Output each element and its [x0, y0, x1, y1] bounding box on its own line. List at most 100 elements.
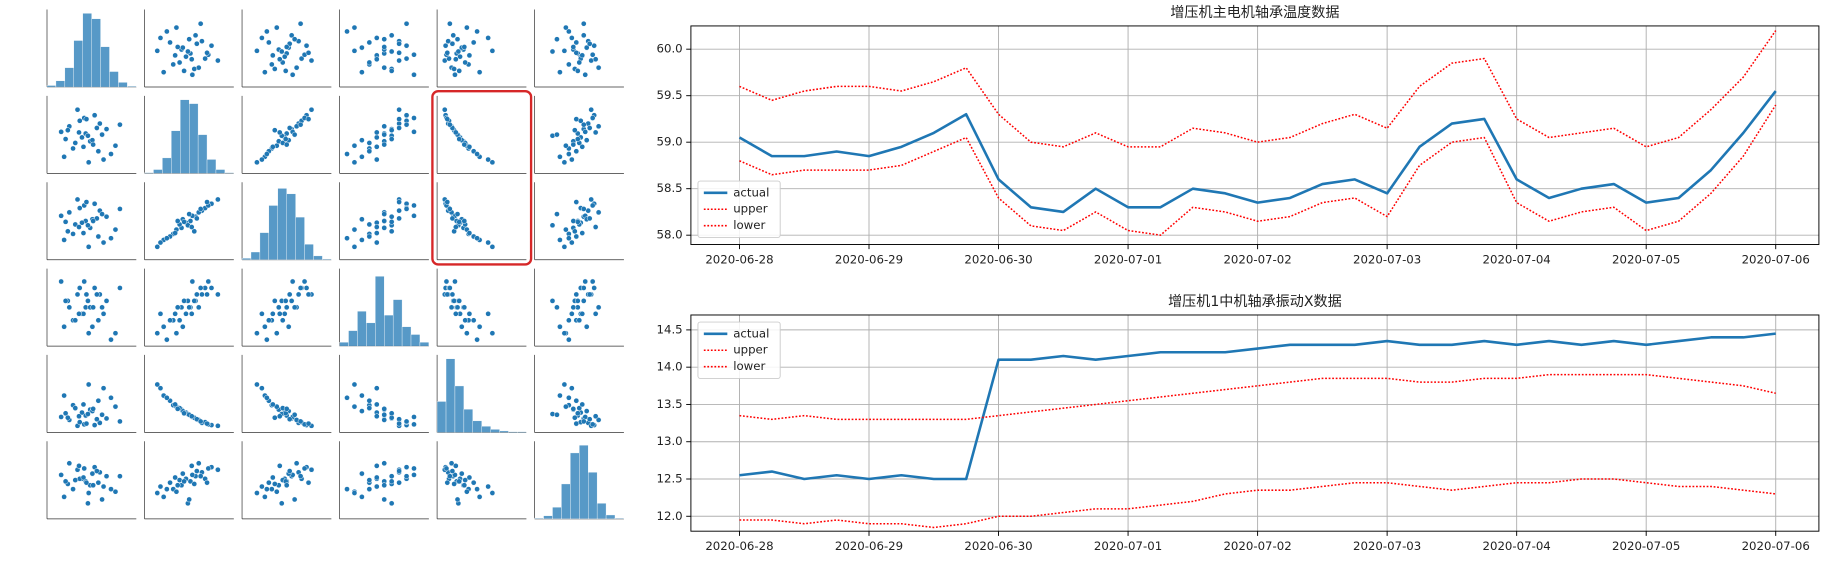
scatter-point [583, 408, 590, 414]
scatter-point [215, 291, 221, 298]
scatter-point [446, 55, 452, 62]
scatter-point [271, 481, 278, 487]
scatter-point [592, 224, 599, 230]
histogram-bar [304, 244, 314, 260]
scatter-point [373, 56, 380, 63]
scatter-point [273, 488, 280, 495]
histogram-bar [579, 445, 589, 520]
scatter-point [373, 239, 380, 246]
scatter-point [563, 24, 569, 31]
scatter-point [570, 141, 577, 148]
scatter-point [586, 215, 593, 222]
scatter-point [271, 414, 278, 421]
scatter-point [381, 406, 388, 412]
scatter-point [557, 237, 563, 243]
scatter-point [589, 202, 596, 209]
x-tick-label: 2020-07-02 [1223, 539, 1291, 553]
scatter-point [174, 304, 181, 311]
scatter-point [269, 52, 276, 59]
scatter-point [411, 212, 417, 219]
scatter-point [461, 218, 468, 224]
scatter-point [90, 482, 96, 489]
histogram-bar [313, 255, 323, 260]
scatter-point [403, 206, 410, 212]
scatter-point [194, 215, 200, 222]
scatter-point [411, 51, 417, 58]
histogram-bar [268, 205, 278, 260]
scatter-point [571, 127, 578, 134]
scatter-point [359, 69, 365, 75]
scatter-point [269, 474, 276, 481]
scatter-point [411, 414, 417, 420]
scatter-point [449, 291, 456, 298]
scatter-point [62, 136, 69, 142]
scatter-point [58, 414, 64, 420]
scatter-point [186, 211, 192, 217]
scatter-point [81, 465, 88, 472]
y-tick-label: 14.5 [657, 322, 683, 336]
scatter-point [461, 44, 468, 50]
scatter-point [573, 233, 580, 240]
x-tick-label: 2020-06-30 [964, 252, 1032, 266]
scatter-point [485, 239, 491, 246]
histogram-bar [64, 67, 74, 88]
scatter-point [573, 116, 580, 122]
x-tick-label: 2020-07-03 [1353, 539, 1421, 553]
legend-box [697, 180, 781, 238]
scatter-point [451, 481, 457, 487]
scatter-point [108, 486, 114, 492]
histogram-bar [180, 99, 190, 174]
scatter-point [579, 52, 586, 59]
scatter-point [85, 330, 92, 337]
scatter-point [583, 137, 590, 143]
scatter-point [197, 206, 204, 212]
scatter-point [195, 304, 202, 311]
scatter-point [583, 323, 590, 330]
legend-label: actual [733, 185, 769, 199]
scatter-point [449, 40, 456, 47]
scatter-point [108, 336, 114, 343]
series-line [738, 90, 1777, 214]
scatter-point [388, 48, 395, 55]
scatter-point [366, 397, 373, 404]
scatter-point [285, 323, 292, 330]
scatter-point [61, 494, 67, 500]
scatter-point [112, 403, 119, 410]
scatter-point [185, 48, 191, 55]
scatter-point [366, 477, 373, 483]
scatter-point [197, 473, 204, 480]
scatter-point [191, 66, 198, 72]
scatter-point [262, 494, 268, 500]
scatter-point [566, 61, 572, 68]
scatter-point [97, 420, 103, 426]
scatter-point [273, 24, 280, 31]
scatter-point [187, 478, 194, 485]
legend-label: upper [733, 343, 768, 357]
scatter-point [167, 479, 173, 486]
scatter-point [588, 106, 595, 113]
scatter-point [189, 278, 196, 285]
scatter-point [381, 460, 388, 467]
scatter-point [85, 500, 91, 507]
scatter-point [157, 385, 164, 391]
scatter-point [99, 131, 105, 138]
highlight-box [431, 89, 533, 266]
scatter-point [580, 418, 587, 425]
scatter-point [204, 420, 210, 427]
scatter-point [366, 39, 373, 46]
scatter-point [72, 405, 79, 411]
scatter-point [191, 298, 198, 304]
scatter-point [489, 159, 496, 166]
scatter-point [83, 116, 90, 122]
scatter-point [295, 291, 302, 298]
series-line [739, 373, 1776, 421]
scatter-point [474, 336, 480, 343]
scatter-point [582, 71, 589, 78]
scatter-point [381, 123, 388, 130]
scatter-point [344, 28, 350, 35]
x-tick-label: 2020-07-04 [1483, 539, 1551, 553]
scatter-point [470, 317, 477, 324]
scatter-point [174, 44, 181, 50]
scatter-point [373, 413, 380, 420]
scatter-point [566, 28, 572, 35]
